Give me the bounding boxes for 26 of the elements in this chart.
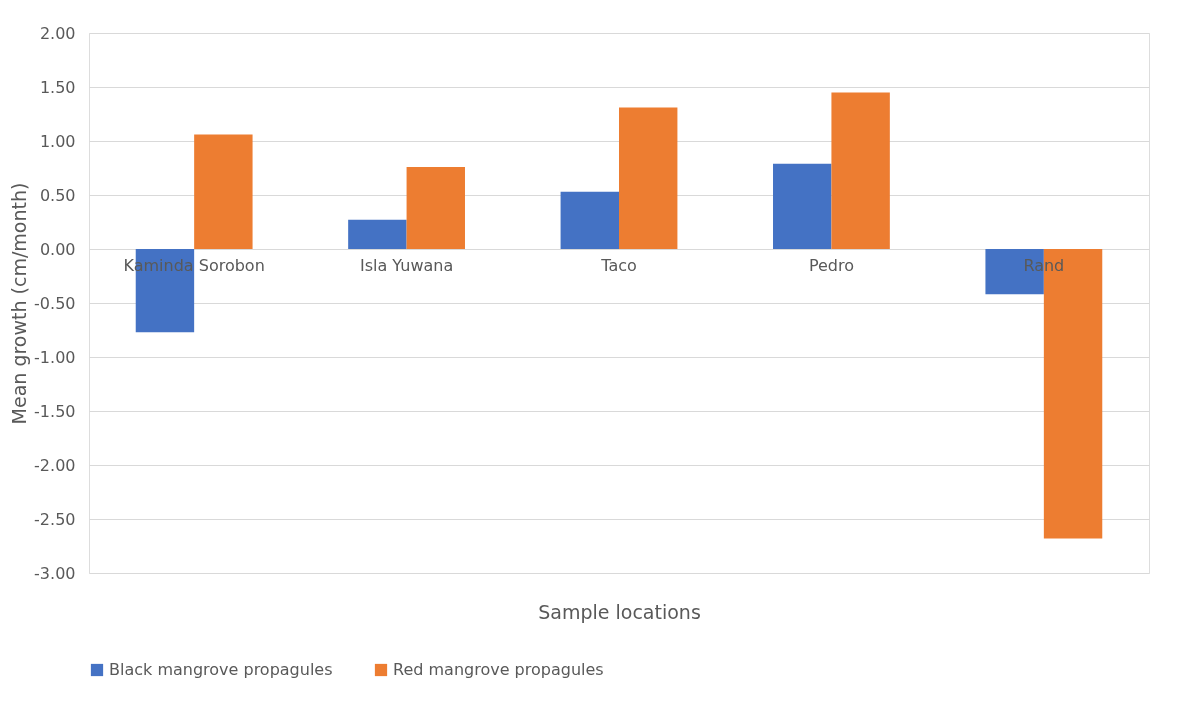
legend-label: Black mangrove propagules xyxy=(109,660,333,679)
y-tick-label: 1.00 xyxy=(39,131,76,151)
bar xyxy=(406,166,465,249)
bar xyxy=(560,191,619,249)
x-tick-label: Taco xyxy=(600,255,637,275)
bar xyxy=(348,219,407,249)
y-tick-label: 0.00 xyxy=(39,239,76,259)
y-tick-label: -1.00 xyxy=(34,347,76,367)
bar xyxy=(194,134,253,249)
legend-label: Red mangrove propagules xyxy=(393,660,604,679)
x-tick-label: Pedro xyxy=(808,255,854,275)
y-tick-label: 2.00 xyxy=(39,23,76,43)
y-tick-label: -1.50 xyxy=(34,401,76,421)
bar xyxy=(831,92,890,249)
y-tick-label: 0.50 xyxy=(39,185,76,205)
y-tick-label: -2.00 xyxy=(34,455,76,475)
bar xyxy=(773,163,832,249)
bar xyxy=(619,107,678,249)
y-tick-label: 1.50 xyxy=(39,77,76,97)
y-axis-title: Mean growth (cm/month) xyxy=(8,182,31,425)
x-axis-title: Sample locations xyxy=(538,600,701,623)
x-tick-label: Rand xyxy=(1023,255,1065,275)
y-tick-label: -2.50 xyxy=(34,509,76,529)
y-tick-label: -0.50 xyxy=(34,293,76,313)
x-tick-label: Isla Yuwana xyxy=(359,255,454,275)
y-tick-label: -3.00 xyxy=(34,563,76,583)
